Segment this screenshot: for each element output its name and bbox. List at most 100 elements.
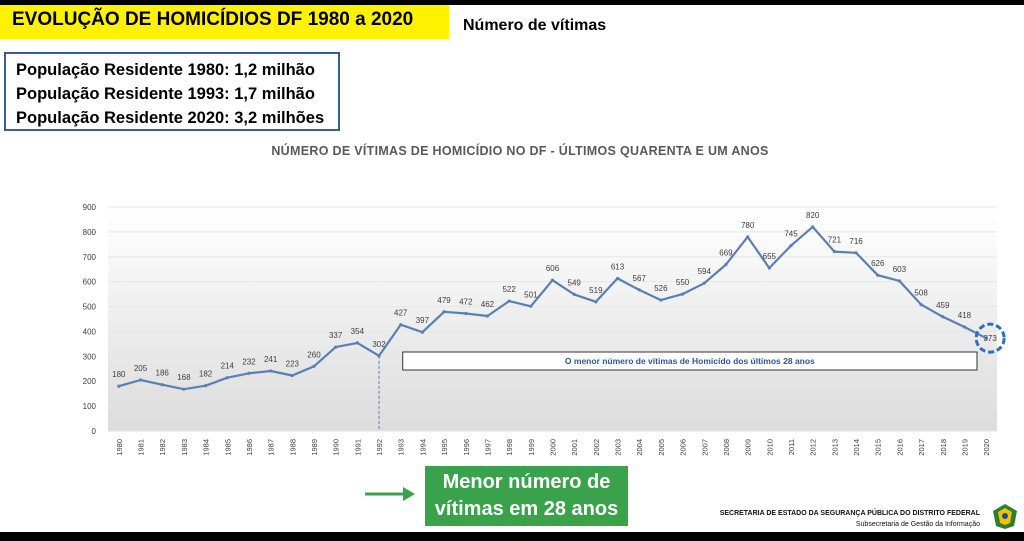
y-tick-label: 300 <box>83 352 97 361</box>
data-point <box>962 325 967 329</box>
annotation-text: O menor número de vítimas de Homicído do… <box>565 356 815 366</box>
x-tick-label: 2002 <box>592 439 601 456</box>
data-point <box>464 311 468 316</box>
data-label: 302 <box>372 340 386 349</box>
callout-line-2: vítimas em 28 anos <box>434 498 619 520</box>
x-tick-label: 1989 <box>310 439 319 456</box>
data-point <box>615 276 620 281</box>
data-label: 232 <box>242 357 256 366</box>
population-2020: População Residente 2020: 3,2 milhões <box>16 109 325 127</box>
data-label: 550 <box>676 278 690 287</box>
lowest-victims-callout: Menor número de vítimas em 28 anos <box>425 466 628 526</box>
x-tick-label: 2011 <box>787 439 796 455</box>
x-tick-label: 2015 <box>874 439 883 456</box>
page-title: EVOLUÇÃO DE HOMICÍDIOS DF 1980 a 2020 <box>12 9 414 30</box>
plot-area <box>108 207 997 431</box>
x-tick-label: 2020 <box>982 439 991 456</box>
x-tick-label: 2006 <box>679 439 688 456</box>
data-label: 567 <box>633 274 647 283</box>
callout-line-1: Menor número de <box>442 471 611 493</box>
data-label: 721 <box>828 236 842 245</box>
x-tick-label: 1982 <box>158 439 167 456</box>
x-tick-label: 1992 <box>375 439 384 456</box>
data-label: 549 <box>568 278 582 287</box>
data-point <box>117 384 121 388</box>
y-tick-label: 700 <box>83 253 97 262</box>
data-point <box>225 376 229 380</box>
y-tick-label: 600 <box>83 278 97 287</box>
x-tick-label: 1983 <box>180 439 189 456</box>
x-tick-label: 2001 <box>570 439 579 456</box>
data-point <box>420 330 425 334</box>
x-tick-label: 1991 <box>353 439 362 456</box>
data-point <box>984 336 988 340</box>
y-tick-label: 500 <box>83 303 97 312</box>
data-label: 780 <box>741 221 755 230</box>
x-tick-label: 1999 <box>527 439 536 456</box>
x-tick-label: 1981 <box>137 439 146 456</box>
data-point <box>507 299 511 303</box>
x-tick-label: 2017 <box>917 439 926 456</box>
data-point <box>485 314 490 318</box>
x-tick-label: 2014 <box>852 439 861 456</box>
x-tick-label: 2005 <box>657 439 666 456</box>
data-point <box>724 262 728 267</box>
title-banner: EVOLUÇÃO DE HOMICÍDIOS DF 1980 a 2020 <box>0 5 449 39</box>
x-tick-label: 2012 <box>809 439 818 456</box>
data-label: 260 <box>307 350 321 359</box>
footer-department: Subsecretaria de Gestão da Informação <box>855 521 980 528</box>
data-point <box>746 235 750 239</box>
data-point <box>182 387 186 391</box>
y-tick-label: 100 <box>83 402 97 411</box>
data-point <box>811 225 815 229</box>
data-label: 337 <box>329 331 343 340</box>
data-label: 205 <box>134 364 148 373</box>
data-point <box>594 300 598 304</box>
x-tick-label: 2000 <box>549 439 558 456</box>
data-label: 519 <box>589 286 603 295</box>
chart-title: NÚMERO DE VÍTIMAS DE HOMICÍDIO NO DF - Ú… <box>271 144 769 158</box>
data-label: 241 <box>264 355 278 364</box>
data-label: 508 <box>914 289 928 298</box>
data-label: 182 <box>199 370 213 379</box>
data-point <box>659 298 663 302</box>
data-label: 613 <box>611 262 625 271</box>
data-point <box>334 345 338 349</box>
data-label: 168 <box>177 373 191 382</box>
data-point <box>442 310 446 314</box>
data-point <box>399 323 403 327</box>
x-tick-label: 2018 <box>939 439 948 456</box>
population-1993: População Residente 1993: 1,7 milhão <box>16 85 315 103</box>
y-tick-label: 800 <box>83 228 97 237</box>
data-label: 603 <box>893 265 907 274</box>
x-tick-label: 2004 <box>635 439 644 456</box>
highlight-circle <box>974 322 1006 354</box>
data-label: 820 <box>806 211 820 220</box>
data-label: 626 <box>871 259 885 268</box>
y-tick-label: 0 <box>92 427 97 436</box>
y-tick-label: 200 <box>83 377 97 386</box>
data-label: 522 <box>502 285 516 294</box>
data-point <box>572 292 576 296</box>
x-tick-label: 2013 <box>830 439 839 456</box>
x-tick-label: 1984 <box>202 439 211 456</box>
data-point <box>876 273 880 277</box>
data-point <box>941 315 945 319</box>
data-label: 373 <box>983 334 997 343</box>
data-label: 669 <box>719 248 733 257</box>
data-label: 472 <box>459 298 473 307</box>
x-tick-label: 2007 <box>700 439 709 456</box>
annotation-box <box>402 351 978 371</box>
data-label: 594 <box>698 267 712 276</box>
data-point <box>680 292 685 296</box>
x-tick-label: 1994 <box>418 439 427 456</box>
x-tick-label: 1995 <box>440 439 449 456</box>
data-label: 427 <box>394 309 408 318</box>
x-tick-label: 1988 <box>288 439 297 456</box>
x-tick-label: 2016 <box>895 439 904 456</box>
data-label: 180 <box>112 370 126 379</box>
population-1980: População Residente 1980: 1,2 milhão <box>16 61 315 79</box>
data-label: 223 <box>286 359 300 368</box>
data-point <box>637 288 641 292</box>
data-label: 354 <box>351 327 365 336</box>
